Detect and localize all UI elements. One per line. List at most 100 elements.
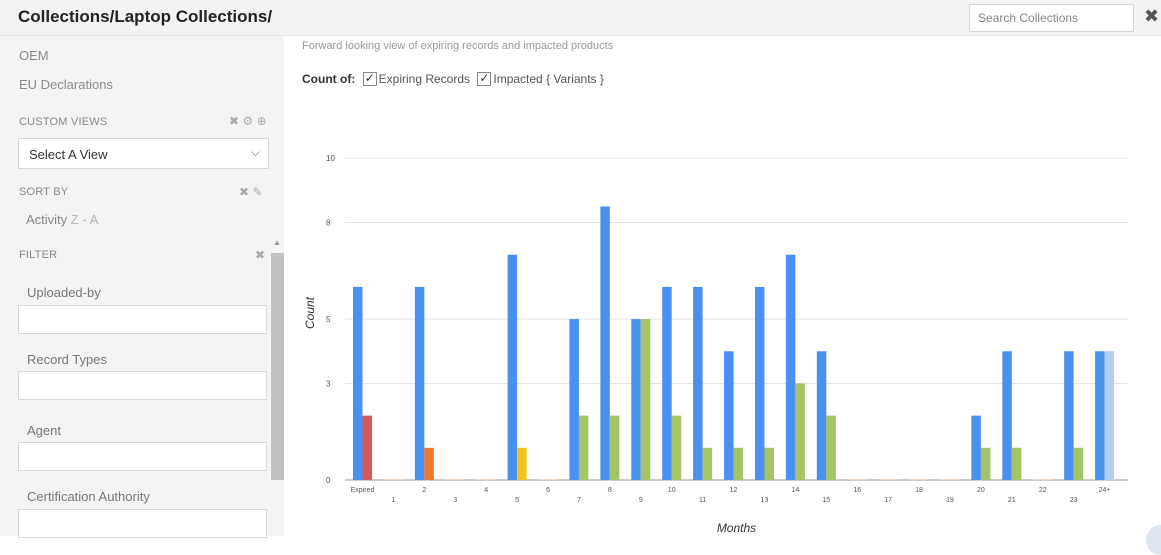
expiring-records-label[interactable]: Expiring Records	[378, 72, 471, 86]
bar-expiring-records	[1002, 351, 1012, 480]
bar-expiring-records	[507, 254, 518, 480]
bar-expiring-records	[1064, 351, 1074, 480]
bar-impacted-variants	[795, 383, 805, 480]
x-tick-label: 23	[1070, 497, 1078, 504]
x-tick-label: 7	[577, 497, 581, 504]
x-tick-label: 14	[791, 487, 799, 494]
view-select[interactable]: Select A View ⌵	[18, 138, 269, 169]
bar-expiring-records	[445, 479, 456, 480]
bar-impacted-variants	[949, 479, 960, 480]
bar-impacted-variants	[424, 447, 434, 480]
x-tick-label: 3	[453, 497, 457, 504]
x-tick-label: 1	[391, 497, 395, 504]
x-tick-label: 13	[761, 497, 769, 504]
x-tick-label: 19	[946, 497, 954, 504]
x-tick-label: 16	[853, 487, 861, 494]
bar-expiring-records	[785, 254, 796, 480]
bar-expiring-records	[353, 286, 363, 480]
sort-by-heading: SORT BY	[19, 186, 69, 198]
x-tick-label: 10	[668, 487, 676, 494]
bar-impacted-variants	[578, 415, 589, 480]
bar-impacted-variants	[919, 479, 929, 480]
sort-value[interactable]: Activity Z - A	[26, 212, 98, 227]
custom-views-actions-icon[interactable]: ✖ ⚙ ⊕	[229, 114, 267, 128]
y-axis-title: Count	[303, 296, 317, 329]
x-tick-label: 4	[484, 487, 488, 494]
agent-input[interactable]	[18, 442, 267, 471]
count-of-label: Count of:	[302, 72, 356, 86]
bar-expiring-records	[538, 479, 549, 480]
bar-expiring-records	[754, 286, 765, 480]
custom-views-heading: CUSTOM VIEWS	[19, 116, 108, 128]
impacted-variants-checkbox[interactable]	[477, 71, 492, 86]
filter-label-record-types: Record Types	[27, 352, 107, 367]
record-types-input[interactable]	[18, 371, 267, 400]
bar-expiring-records	[909, 479, 920, 480]
filter-label-agent: Agent	[27, 423, 61, 438]
bar-expiring-records	[878, 479, 889, 480]
x-tick-label: 22	[1039, 487, 1047, 494]
y-tick-label: 5	[326, 315, 331, 324]
bar-expiring-records	[847, 479, 858, 480]
bar-expiring-records	[631, 319, 641, 480]
x-tick-label: 9	[639, 497, 643, 504]
search-input[interactable]	[969, 4, 1134, 32]
bar-impacted-variants	[548, 479, 558, 480]
bar-impacted-variants	[640, 319, 651, 480]
bar-expiring-records	[816, 351, 827, 480]
impacted-variants-label[interactable]: Impacted { Variants }	[493, 72, 604, 86]
bar-expiring-records	[600, 206, 610, 481]
bar-impacted-variants	[1011, 447, 1022, 480]
uploaded-by-input[interactable]	[18, 305, 267, 334]
bar-expiring-records	[383, 479, 394, 480]
y-tick-label: 3	[326, 379, 331, 388]
filter-clear-icon[interactable]: ✖	[255, 248, 266, 262]
bar-impacted-variants	[393, 479, 403, 480]
bar-impacted-variants	[486, 479, 496, 480]
scroll-up-icon[interactable]: ▲	[273, 238, 281, 247]
x-tick-label: 15	[822, 497, 830, 504]
bar-expiring-records	[940, 479, 950, 480]
bar-impacted-variants	[733, 447, 744, 480]
sidebar-item-eu-declarations[interactable]: EU Declarations	[19, 77, 113, 92]
bar-expiring-records	[569, 319, 579, 480]
bar-expiring-records	[662, 286, 672, 480]
close-icon[interactable]: ✖	[1144, 6, 1160, 26]
x-tick-label: 20	[977, 487, 985, 494]
breadcrumb[interactable]: Collections/Laptop Collections/	[18, 7, 273, 26]
filter-heading: FILTER	[19, 249, 58, 261]
bar-impacted-variants	[980, 447, 991, 480]
sidebar: OEM EU Declarations CUSTOM VIEWS ✖ ⚙ ⊕ S…	[0, 36, 284, 538]
x-tick-label: 18	[915, 487, 923, 494]
bar-expiring-records	[724, 351, 734, 480]
bar-impacted-variants	[857, 479, 867, 480]
bar-impacted-variants	[455, 479, 465, 480]
expiring-records-checkbox[interactable]	[362, 71, 377, 86]
bar-impacted-variants	[764, 447, 774, 480]
sidebar-item-oem[interactable]: OEM	[19, 48, 49, 63]
bar-impacted-variants	[671, 415, 682, 480]
sidebar-scrollbar-thumb[interactable]	[271, 253, 284, 480]
bar-impacted-variants	[1073, 447, 1084, 480]
x-tick-label: 11	[699, 497, 706, 504]
bar-impacted-variants	[1042, 479, 1053, 480]
bar-impacted-variants	[362, 415, 372, 480]
sort-actions-icon[interactable]: ✖ ✎	[239, 185, 263, 199]
y-tick-label: 0	[326, 476, 331, 485]
top-bar: Collections/Laptop Collections/ ✖	[0, 0, 1161, 36]
bar-expiring-records	[414, 286, 425, 480]
expiry-bar-chart: 035810Expired123456789101112131415161718…	[303, 154, 1128, 535]
x-axis-title: Months	[717, 521, 756, 535]
sort-field: Activity	[26, 212, 68, 227]
chart-description: Forward looking view of expiring records…	[302, 40, 614, 52]
view-select-value: Select A View	[29, 147, 108, 162]
bar-impacted-variants	[826, 415, 836, 480]
chevron-down-icon: ⌵	[250, 145, 260, 159]
certification-authority-input[interactable]	[18, 509, 267, 538]
bar-impacted-variants	[517, 447, 527, 480]
bar-expiring-records	[476, 479, 487, 480]
x-tick-label: 12	[730, 487, 738, 494]
bar-impacted-variants	[702, 447, 713, 480]
x-tick-label: 5	[515, 497, 519, 504]
bar-expiring-records	[1095, 351, 1105, 480]
